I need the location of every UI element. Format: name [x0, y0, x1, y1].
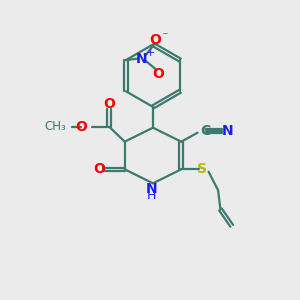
- Text: O: O: [152, 68, 164, 81]
- Text: N: N: [136, 52, 148, 66]
- Text: O: O: [150, 33, 162, 47]
- Text: ⁻: ⁻: [161, 30, 167, 44]
- Text: +: +: [146, 48, 155, 58]
- Text: H: H: [147, 189, 156, 202]
- Text: N: N: [146, 182, 157, 196]
- Text: S: S: [197, 162, 207, 176]
- Text: N: N: [221, 124, 233, 138]
- Text: C: C: [200, 124, 210, 138]
- Text: O: O: [76, 120, 88, 134]
- Text: CH₃: CH₃: [44, 120, 66, 133]
- Text: O: O: [93, 162, 105, 176]
- Text: O: O: [103, 97, 115, 111]
